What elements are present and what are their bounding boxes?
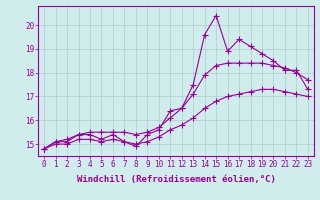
X-axis label: Windchill (Refroidissement éolien,°C): Windchill (Refroidissement éolien,°C) bbox=[76, 175, 276, 184]
